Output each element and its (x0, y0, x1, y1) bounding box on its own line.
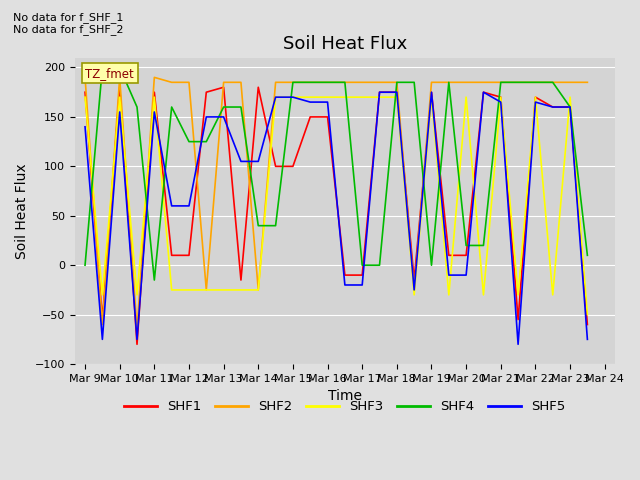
Legend: SHF1, SHF2, SHF3, SHF4, SHF5: SHF1, SHF2, SHF3, SHF4, SHF5 (119, 395, 571, 419)
X-axis label: Time: Time (328, 389, 362, 403)
Y-axis label: Soil Heat Flux: Soil Heat Flux (15, 163, 29, 259)
Title: Soil Heat Flux: Soil Heat Flux (283, 35, 407, 53)
Text: No data for f_SHF_2: No data for f_SHF_2 (13, 24, 124, 35)
Text: TZ_fmet: TZ_fmet (86, 67, 134, 80)
Text: No data for f_SHF_1: No data for f_SHF_1 (13, 12, 123, 23)
